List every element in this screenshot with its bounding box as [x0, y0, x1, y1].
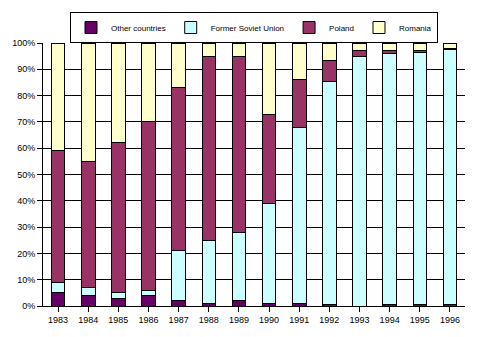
svg-text:1989: 1989: [229, 315, 249, 325]
svg-text:40%: 40%: [17, 196, 35, 206]
svg-text:0%: 0%: [22, 301, 35, 311]
svg-text:Other countries: Other countries: [111, 24, 166, 33]
svg-text:1986: 1986: [138, 315, 158, 325]
svg-text:1983: 1983: [48, 315, 68, 325]
svg-text:70%: 70%: [17, 117, 35, 127]
svg-text:1992: 1992: [319, 315, 339, 325]
svg-text:100%: 100%: [12, 38, 35, 48]
svg-text:1996: 1996: [440, 315, 460, 325]
svg-text:1985: 1985: [108, 315, 128, 325]
svg-text:50%: 50%: [17, 170, 35, 180]
svg-text:1987: 1987: [169, 315, 189, 325]
svg-text:60%: 60%: [17, 143, 35, 153]
svg-text:30%: 30%: [17, 222, 35, 232]
svg-text:10%: 10%: [17, 275, 35, 285]
svg-text:Romania: Romania: [399, 24, 432, 33]
svg-text:1991: 1991: [289, 315, 309, 325]
svg-text:Former Soviet Union: Former Soviet Union: [211, 24, 284, 33]
svg-text:1995: 1995: [410, 315, 430, 325]
svg-text:1988: 1988: [199, 315, 219, 325]
svg-text:80%: 80%: [17, 91, 35, 101]
svg-text:Poland: Poland: [329, 24, 354, 33]
svg-text:1990: 1990: [259, 315, 279, 325]
svg-text:1984: 1984: [78, 315, 98, 325]
svg-text:90%: 90%: [17, 64, 35, 74]
svg-text:20%: 20%: [17, 249, 35, 259]
svg-text:1994: 1994: [380, 315, 400, 325]
svg-text:1993: 1993: [349, 315, 369, 325]
